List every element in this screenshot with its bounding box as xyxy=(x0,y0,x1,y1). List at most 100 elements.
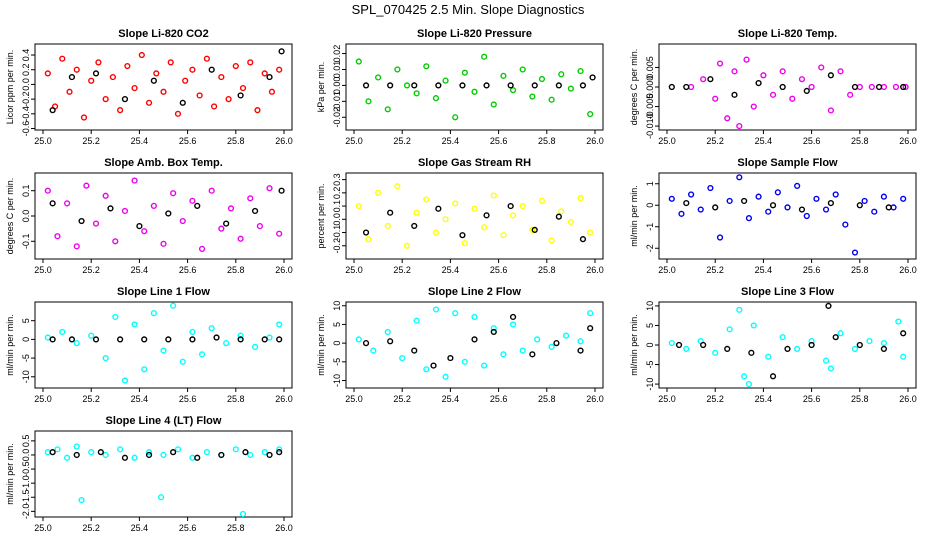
data-point xyxy=(208,187,215,194)
y-tick-label: 0.4 xyxy=(21,49,31,62)
x-tick-label: 25.4 xyxy=(131,394,149,404)
data-point xyxy=(577,347,584,354)
data-point xyxy=(160,240,167,247)
data-point xyxy=(731,91,738,98)
data-point xyxy=(452,200,459,207)
data-point xyxy=(394,183,401,190)
data-point xyxy=(587,325,594,332)
data-point xyxy=(483,212,490,219)
y-tick-label: -1 xyxy=(645,223,655,231)
data-point xyxy=(170,302,177,309)
data-point xyxy=(63,454,71,461)
data-point xyxy=(189,454,196,461)
x-tick-label: 26.0 xyxy=(275,394,293,404)
data-point xyxy=(102,354,109,362)
data-point xyxy=(157,494,165,501)
data-point xyxy=(880,83,888,91)
y-tick-label: 0 xyxy=(21,337,31,342)
data-point xyxy=(531,82,538,89)
data-point xyxy=(121,377,129,384)
panel-title: Slope Amb. Box Temp. xyxy=(104,157,223,169)
data-point xyxy=(83,182,90,189)
data-point xyxy=(452,310,459,317)
data-point xyxy=(218,225,225,232)
data-point xyxy=(107,205,114,212)
data-point xyxy=(131,177,138,184)
plot-frame xyxy=(345,172,604,260)
data-point xyxy=(403,82,411,89)
data-point xyxy=(232,62,239,70)
y-tick-label: 0.3 xyxy=(332,173,342,186)
y-axis-label: degrees C per min. xyxy=(629,49,639,126)
data-point xyxy=(49,107,56,114)
y-axis-label: percent per min. xyxy=(316,183,326,248)
data-point xyxy=(131,85,138,92)
data-point xyxy=(387,82,394,89)
y-axis-label: ml/min per min. xyxy=(629,185,639,247)
data-point xyxy=(198,351,206,358)
x-tick-label: 25.8 xyxy=(538,136,556,146)
data-point xyxy=(251,343,259,350)
data-point xyxy=(769,91,777,98)
data-point xyxy=(141,336,148,343)
x-tick-label: 25.2 xyxy=(393,394,411,404)
data-point xyxy=(237,92,244,99)
data-point xyxy=(856,83,863,91)
data-point xyxy=(668,339,675,347)
y-tick-label: 0.5 xyxy=(21,435,31,448)
data-point xyxy=(278,48,285,55)
data-point xyxy=(794,345,801,353)
x-tick-label: 25.2 xyxy=(706,265,724,275)
data-point xyxy=(375,189,382,196)
data-point xyxy=(413,90,420,97)
panel-title: Slope Sample Flow xyxy=(737,157,838,169)
data-point xyxy=(471,336,478,343)
plot-frame xyxy=(34,430,293,518)
data-point xyxy=(832,334,839,341)
x-tick-label: 25.8 xyxy=(851,394,869,404)
data-point xyxy=(102,96,109,103)
data-point xyxy=(432,95,440,102)
data-point xyxy=(827,72,834,79)
data-point xyxy=(54,233,61,240)
y-axis-label: degrees C per min. xyxy=(5,178,15,255)
plot-frame xyxy=(34,301,293,389)
data-point xyxy=(774,189,781,196)
data-point xyxy=(117,107,124,114)
y-tick-label: 5 xyxy=(332,322,342,327)
data-point xyxy=(779,68,786,75)
data-point xyxy=(851,249,859,256)
y-tick-label: -10 xyxy=(332,374,342,387)
y-tick-label: -0.5 xyxy=(21,461,31,477)
data-point xyxy=(481,53,488,60)
x-tick-label: 25.4 xyxy=(131,265,149,275)
data-point xyxy=(750,103,757,110)
data-point xyxy=(748,349,755,356)
data-point xyxy=(558,208,565,215)
y-tick-label: -0.010 xyxy=(645,113,655,139)
data-point xyxy=(567,218,575,226)
data-point xyxy=(507,202,514,210)
data-point xyxy=(276,336,283,343)
data-point xyxy=(538,197,546,204)
x-tick-label: 25.4 xyxy=(442,394,460,404)
data-point xyxy=(900,83,907,91)
data-point xyxy=(66,88,73,95)
x-tick-label: 25.2 xyxy=(706,394,724,404)
data-point xyxy=(88,332,95,339)
data-point xyxy=(145,449,153,456)
data-point xyxy=(223,340,230,347)
x-tick-label: 25.2 xyxy=(706,136,724,146)
y-tick-label: -2.0 xyxy=(21,504,31,520)
y-tick-label: 5 xyxy=(21,318,31,323)
y-tick-label: -1.0 xyxy=(21,475,31,491)
x-tick-label: 25.4 xyxy=(442,265,460,275)
data-point xyxy=(861,197,868,205)
data-point xyxy=(196,92,203,99)
data-point xyxy=(124,62,131,70)
data-point xyxy=(78,496,85,504)
data-point xyxy=(247,195,254,202)
data-point xyxy=(553,340,560,347)
y-tick-label: 0 xyxy=(645,342,655,347)
data-point xyxy=(355,202,362,210)
